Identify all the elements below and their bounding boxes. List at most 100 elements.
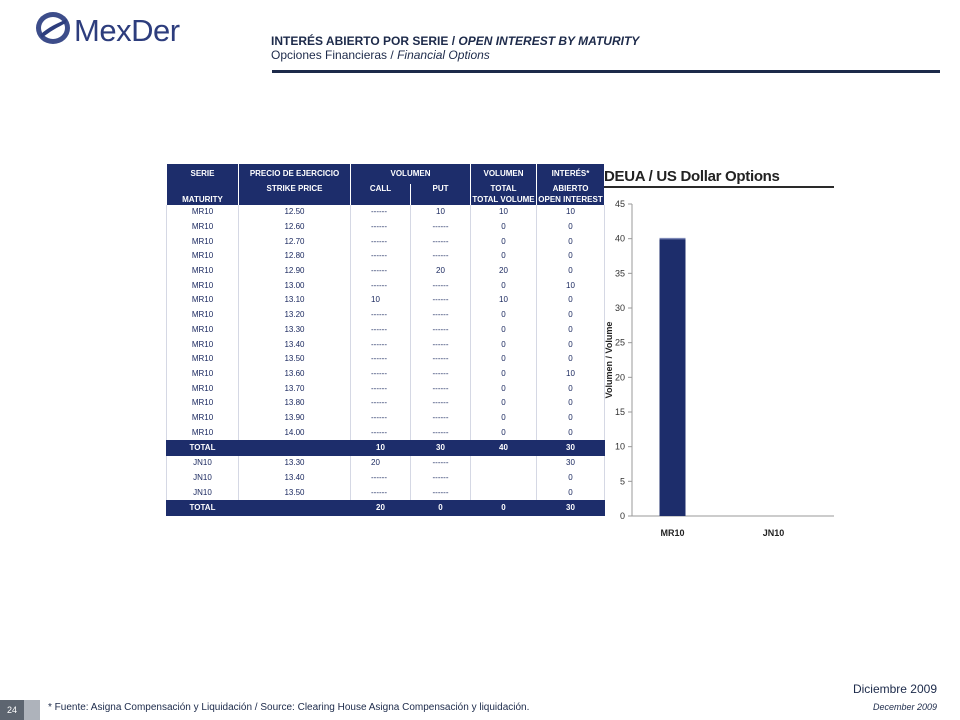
cell-total-volume: 0	[470, 337, 537, 352]
cell-strike	[238, 500, 351, 517]
cell-open-interest: 0	[536, 307, 605, 323]
cell-strike: 12.60	[238, 219, 351, 235]
x-tick-label: JN10	[763, 528, 785, 538]
y-tick-label: 20	[615, 372, 625, 382]
table-row: MR10 13.60 ------ ------ 0 10	[166, 366, 605, 382]
cell-open-interest: 0	[536, 470, 605, 486]
cell-put: 0	[410, 500, 471, 517]
cell-serie: MR10	[166, 351, 239, 367]
cell-open-interest: 10	[536, 366, 605, 382]
cell-total-volume: 0	[470, 307, 537, 323]
cell-serie: MR10	[166, 337, 239, 352]
chart-title: DEUA / US Dollar Options	[604, 168, 780, 185]
cell-strike: 13.90	[238, 410, 351, 426]
cell-open-interest: 0	[536, 337, 605, 352]
chart-title-divider	[604, 186, 834, 188]
cell-put: ------	[410, 410, 471, 426]
cell-open-interest: 0	[536, 351, 605, 367]
cell-total-volume: 0	[470, 234, 537, 250]
cell-open-interest: 0	[536, 234, 605, 250]
cell-total-volume: 10	[470, 205, 537, 220]
cell-serie: JN10	[166, 456, 239, 471]
cell-strike: 13.30	[238, 322, 351, 338]
cell-total-volume: 0	[470, 351, 537, 367]
cell-strike: 12.80	[238, 249, 351, 264]
cell-serie: MR10	[166, 410, 239, 426]
cell-serie: MR10	[166, 381, 239, 396]
cell-strike	[238, 440, 351, 456]
cell-open-interest: 0	[536, 425, 605, 440]
table-row: JN10 13.50 ------ ------ 0	[166, 485, 605, 501]
cell-call: ------	[350, 205, 411, 220]
cell-put: ------	[410, 425, 471, 440]
cell-strike: 13.60	[238, 366, 351, 382]
cell-serie: MR10	[166, 322, 239, 338]
cell-call: ------	[350, 307, 411, 323]
cell-open-interest: 30	[536, 500, 605, 517]
cell-put: ------	[410, 470, 471, 486]
y-tick-label: 25	[615, 338, 625, 348]
cell-call: ------	[350, 366, 411, 382]
table-total-row: TOTAL 20 0 0 30	[166, 500, 605, 517]
header-precio: PRECIO DE EJERCICIO	[238, 164, 351, 184]
cell-put: ------	[410, 307, 471, 323]
y-tick-label: 30	[615, 303, 625, 313]
cell-strike: 12.50	[238, 205, 351, 220]
volume-bar-chart: 0 5 10 15 20 25 30 35 40 45 Volumen / Volume MR10 JN…	[604, 199, 834, 538]
cell-put: ------	[410, 322, 471, 338]
cell-open-interest: 0	[536, 322, 605, 338]
cell-strike: 13.50	[238, 485, 351, 501]
cell-call: ------	[350, 337, 411, 352]
cell-call: ------	[350, 219, 411, 235]
cell-open-interest: 0	[536, 381, 605, 396]
cell-total-volume: 20	[470, 263, 537, 279]
cell-total-volume: 0	[470, 366, 537, 382]
header-total-volume: TOTAL VOLUME	[470, 194, 537, 205]
date-english: December 2009	[872, 702, 937, 712]
table-total-row: TOTAL 10 30 40 30	[166, 440, 605, 456]
cell-serie: MR10	[166, 395, 239, 411]
table-row: JN10 13.40 ------ ------ 0	[166, 470, 605, 486]
table-row: MR10 13.00 ------ ------ 0 10	[166, 278, 605, 294]
cell-put: 30	[410, 440, 471, 456]
cell-serie: TOTAL	[166, 500, 239, 517]
y-tick-label: 35	[615, 268, 625, 278]
table-row: MR10 13.90 ------ ------ 0 0	[166, 410, 605, 426]
cell-call: ------	[350, 470, 411, 486]
y-tick-label: 0	[620, 511, 625, 521]
cell-total-volume: 0	[470, 322, 537, 338]
cell-put: ------	[410, 219, 471, 235]
page-number: 24	[0, 700, 24, 720]
cell-total-volume: 0	[470, 500, 537, 517]
cell-total-volume	[470, 456, 537, 471]
page-title: INTERÉS ABIERTO POR SERIE / OPEN INTERES…	[271, 34, 640, 48]
cell-put: ------	[410, 249, 471, 264]
logo-text: MexDer	[74, 13, 180, 48]
table-row: MR10 13.40 ------ ------ 0 0	[166, 337, 605, 352]
cell-serie: MR10	[166, 293, 239, 308]
cell-put: ------	[410, 366, 471, 382]
cell-serie: MR10	[166, 366, 239, 382]
cell-put: 10	[410, 205, 471, 220]
table-row: MR10 13.70 ------ ------ 0 0	[166, 381, 605, 396]
table-row: JN10 13.30 20 ------ 30	[166, 456, 605, 471]
y-tick-label: 15	[615, 407, 625, 417]
cell-strike: 13.80	[238, 395, 351, 411]
cell-total-volume: 0	[470, 249, 537, 264]
cell-total-volume: 0	[470, 410, 537, 426]
cell-call: ------	[350, 381, 411, 396]
cell-total-volume: 10	[470, 293, 537, 308]
cell-total-volume: 40	[470, 440, 537, 456]
header-serie: SERIE	[166, 164, 239, 184]
cell-open-interest: 0	[536, 395, 605, 411]
y-tick-label: 10	[615, 442, 625, 452]
cell-open-interest: 0	[536, 263, 605, 279]
cell-serie: MR10	[166, 263, 239, 279]
cell-serie: MR10	[166, 307, 239, 323]
y-tick-label: 40	[615, 234, 625, 244]
cell-put: ------	[410, 395, 471, 411]
cell-total-volume: 0	[470, 395, 537, 411]
date-spanish: Diciembre 2009	[852, 682, 937, 696]
table-row: MR10 14.00 ------ ------ 0 0	[166, 425, 605, 440]
cell-open-interest: 30	[536, 440, 605, 456]
